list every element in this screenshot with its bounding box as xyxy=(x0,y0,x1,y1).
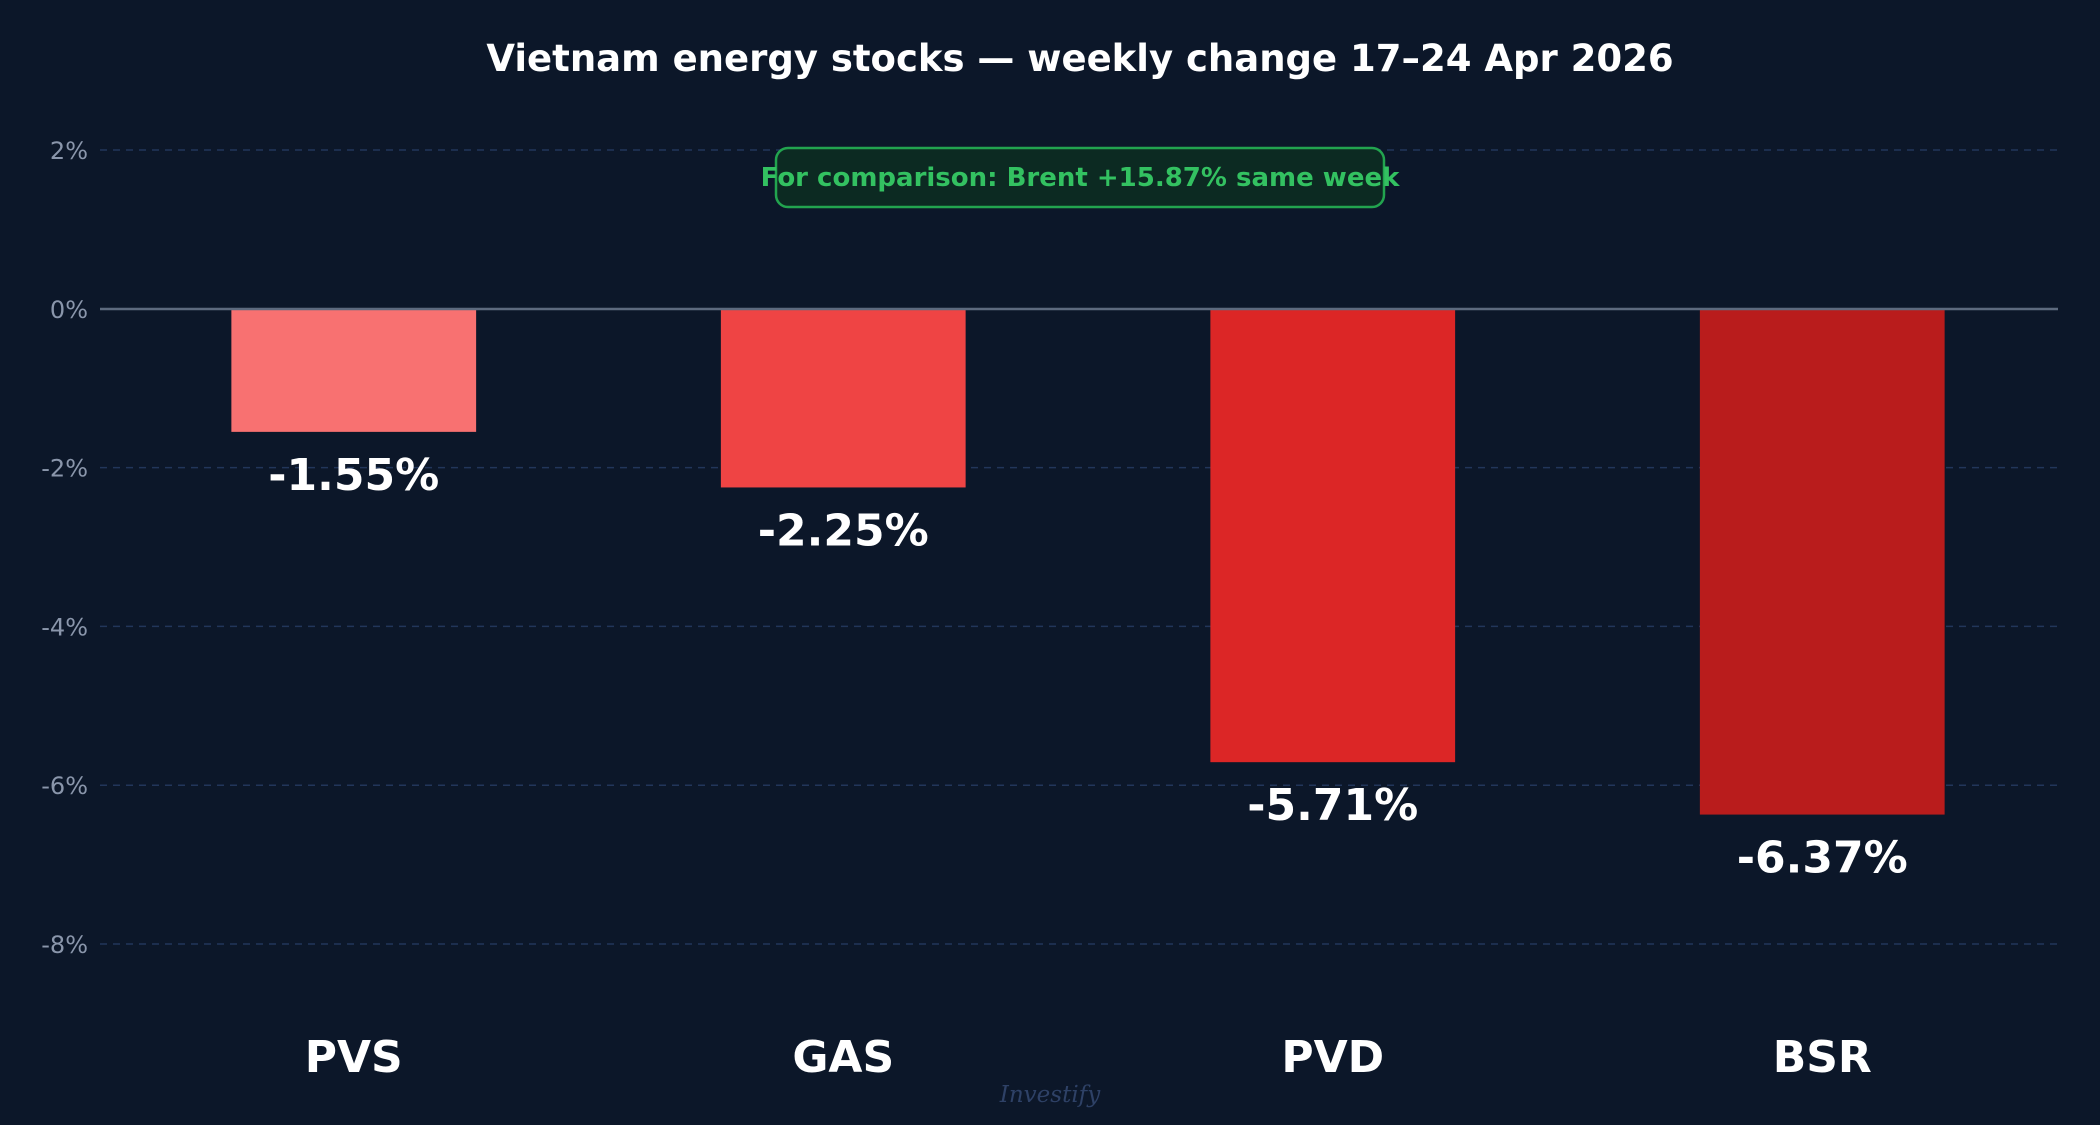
value-label-bsr: -6.37% xyxy=(1737,833,1908,884)
chart-title: Vietnam energy stocks — weekly change 17… xyxy=(486,37,1673,80)
bar-bsr xyxy=(1699,308,1945,815)
value-label-gas: -2.25% xyxy=(758,505,929,556)
value-label-pvd: -5.71% xyxy=(1247,780,1418,831)
bar-gas xyxy=(720,308,966,488)
category-label-pvd: PVD xyxy=(1281,1032,1384,1083)
bar-pvd xyxy=(1210,308,1456,763)
value-labels: -1.55% -2.25% -5.71% -6.37% xyxy=(268,450,1907,884)
category-label-pvs: PVS xyxy=(305,1032,403,1083)
annotation-box xyxy=(774,146,1386,209)
brent-comparison-annotation: For comparison: Brent +15.87% same week xyxy=(761,146,1400,209)
bars xyxy=(231,308,1945,815)
category-label-gas: GAS xyxy=(792,1032,894,1083)
category-label-bsr: BSR xyxy=(1773,1032,1872,1083)
annotation-text: For comparison: Brent +15.87% same week xyxy=(761,163,1400,193)
y-tick-label: 0% xyxy=(50,296,88,324)
value-label-pvs: -1.55% xyxy=(268,450,439,501)
y-tick-label: -4% xyxy=(41,613,88,641)
y-tick-label: 2% xyxy=(50,137,88,165)
bar-pvs xyxy=(231,308,477,432)
watermark: Investify xyxy=(999,1082,1101,1108)
y-tick-label: -6% xyxy=(41,772,88,800)
y-axis-ticks: 2% 0% -2% -4% -6% -8% xyxy=(41,137,88,959)
y-tick-label: -8% xyxy=(41,931,88,959)
x-axis-categories: PVS GAS PVD BSR xyxy=(305,1032,1872,1083)
y-tick-label: -2% xyxy=(41,455,88,483)
